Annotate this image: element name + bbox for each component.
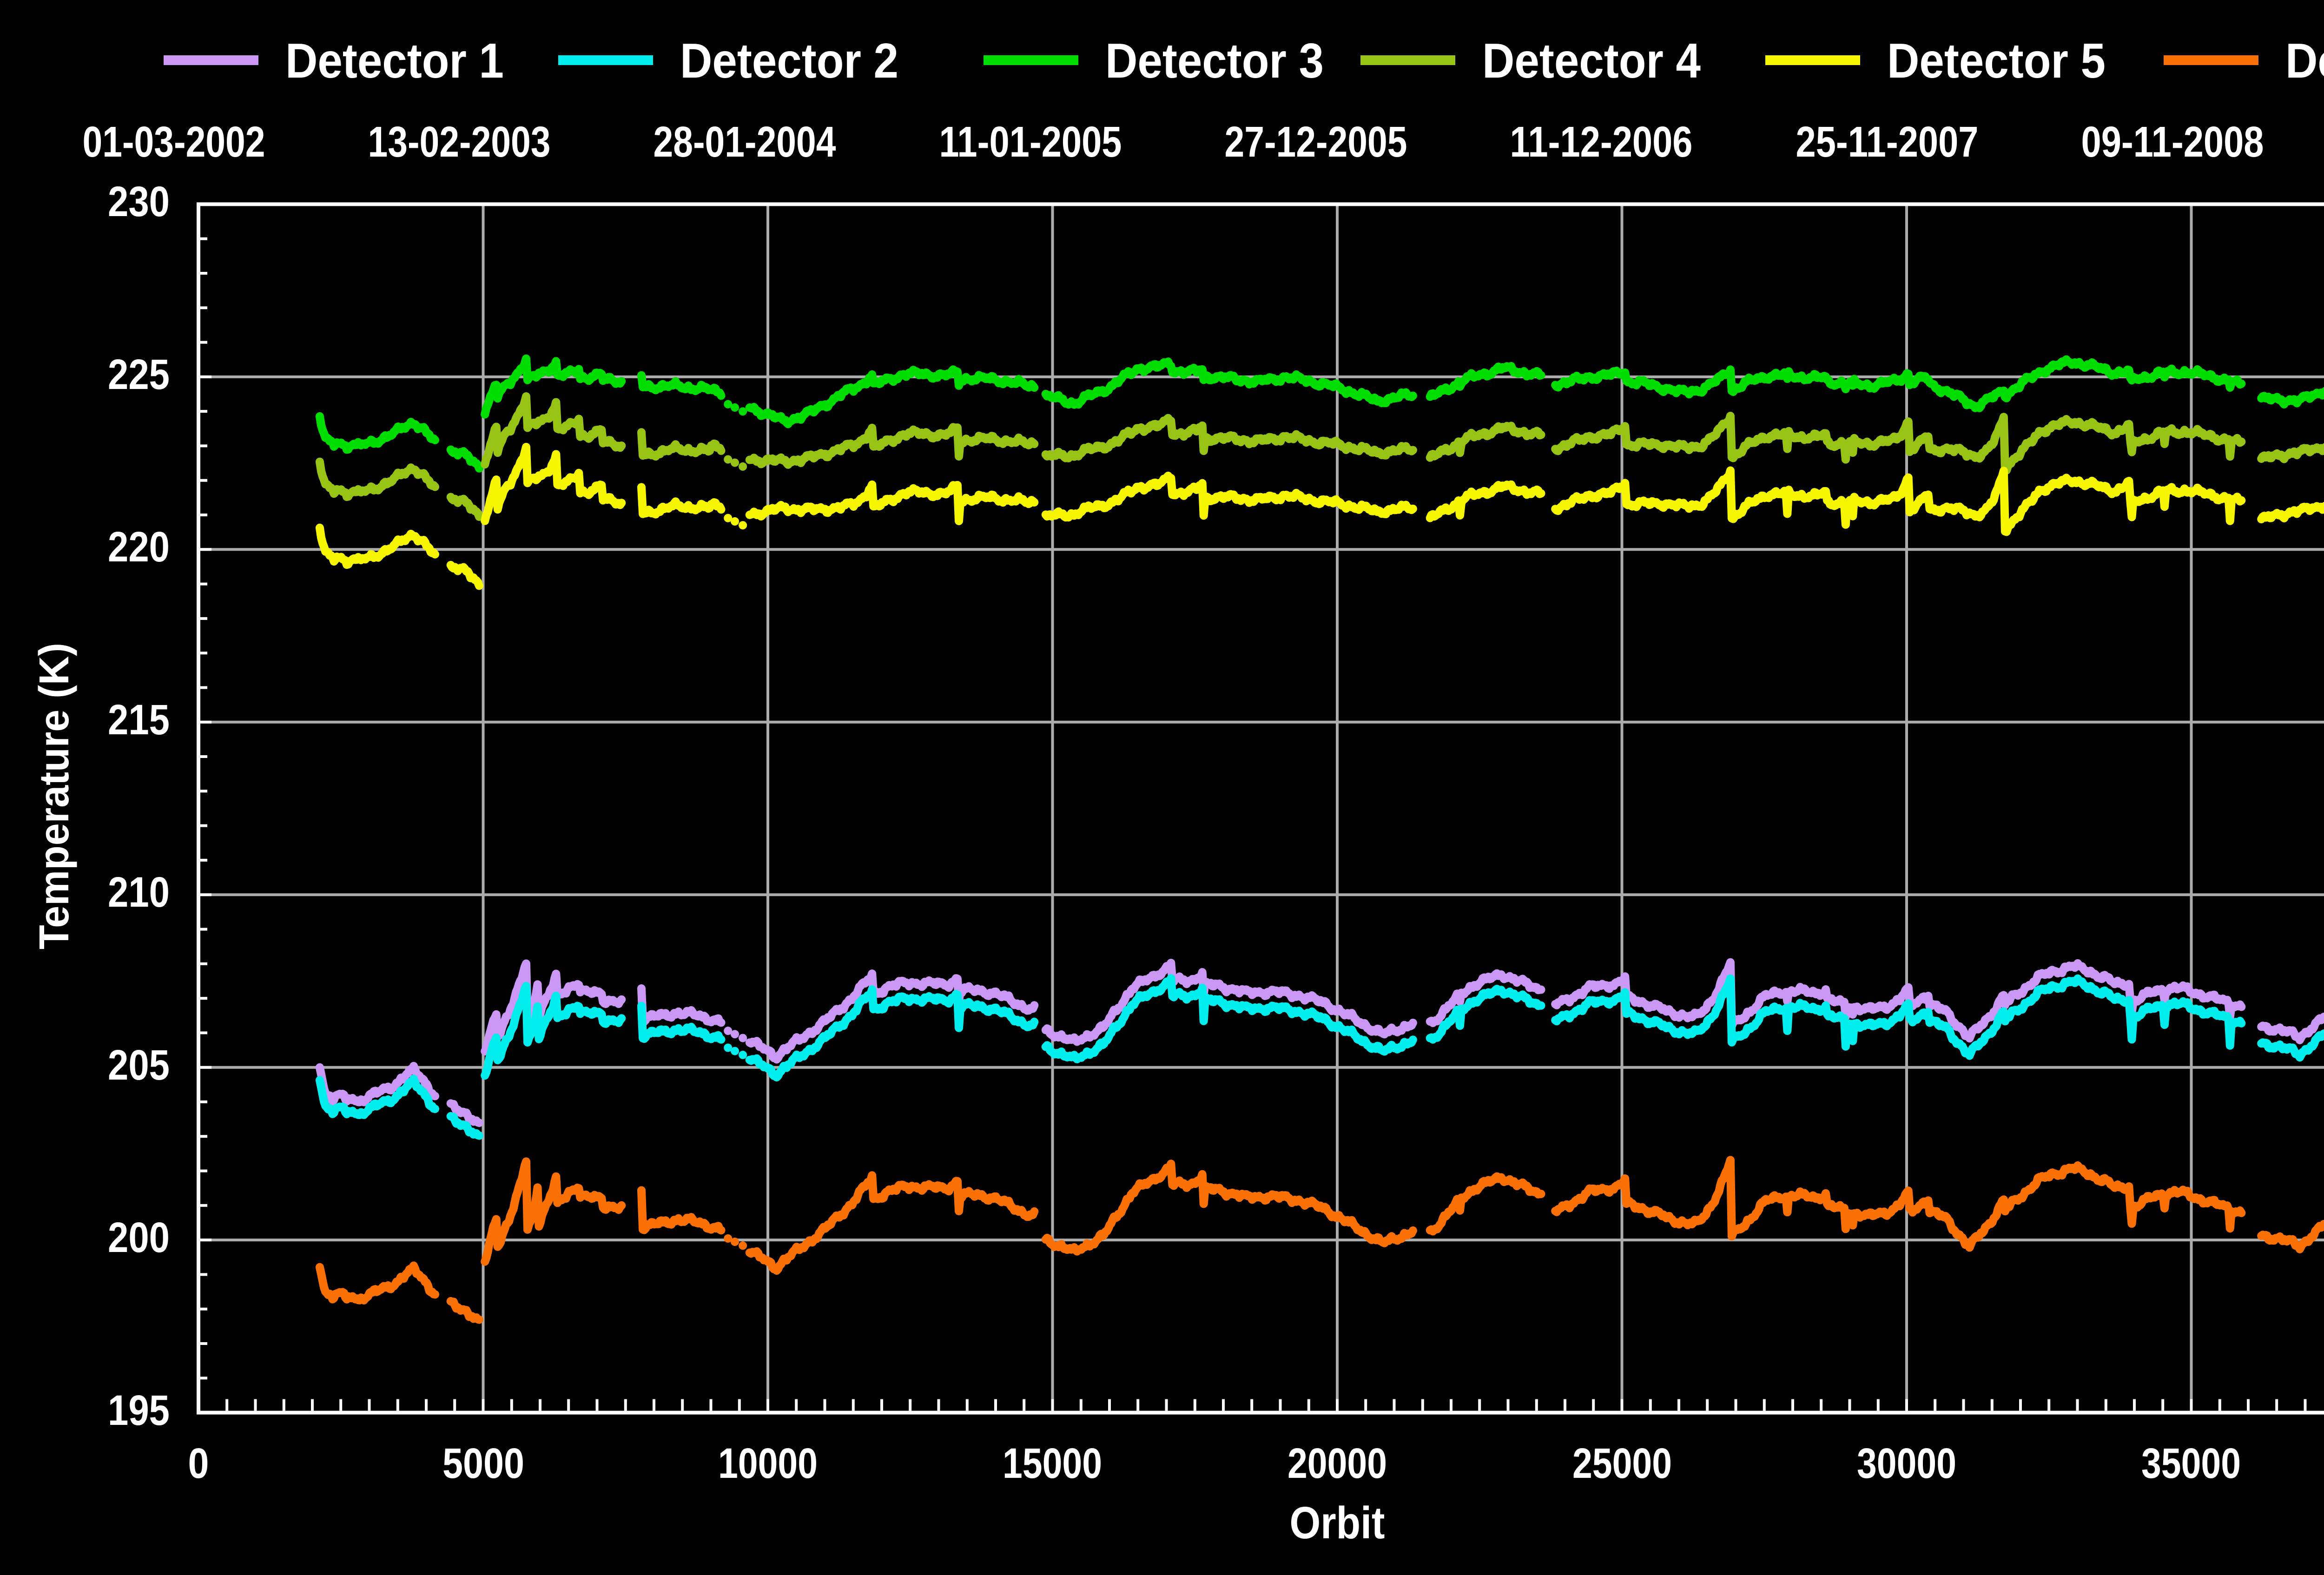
svg-text:Detector 5: Detector 5 [1887, 33, 2106, 88]
svg-text:01-03-2002: 01-03-2002 [83, 118, 265, 166]
svg-text:5000: 5000 [442, 1440, 524, 1487]
svg-text:Detector 4: Detector 4 [1482, 33, 1701, 88]
svg-text:Temperature (K): Temperature (K) [31, 643, 78, 949]
svg-text:25000: 25000 [1572, 1440, 1672, 1487]
svg-text:11-12-2006: 11-12-2006 [1510, 118, 1693, 166]
svg-text:11-01-2005: 11-01-2005 [939, 118, 1122, 166]
svg-text:195: 195 [108, 1387, 170, 1434]
svg-text:10000: 10000 [718, 1440, 818, 1487]
svg-text:15000: 15000 [1003, 1440, 1102, 1487]
svg-text:Orbit: Orbit [1290, 1497, 1385, 1548]
svg-text:Detector 1: Detector 1 [285, 33, 504, 88]
svg-text:Detector 3: Detector 3 [1105, 33, 1324, 88]
svg-text:09-11-2008: 09-11-2008 [2081, 118, 2264, 166]
svg-text:200: 200 [108, 1214, 170, 1261]
svg-text:210: 210 [108, 869, 170, 916]
svg-text:35000: 35000 [2141, 1440, 2241, 1487]
svg-text:27-12-2005: 27-12-2005 [1225, 118, 1407, 166]
svg-text:13-02-2003: 13-02-2003 [368, 118, 551, 166]
svg-text:220: 220 [108, 523, 170, 571]
svg-text:25-11-2007: 25-11-2007 [1796, 118, 1979, 166]
svg-text:225: 225 [108, 351, 170, 398]
svg-text:28-01-2004: 28-01-2004 [654, 118, 836, 166]
svg-text:30000: 30000 [1857, 1440, 1956, 1487]
svg-text:Detector 6: Detector 6 [2285, 33, 2324, 88]
svg-text:20000: 20000 [1287, 1440, 1387, 1487]
svg-text:215: 215 [108, 696, 170, 744]
svg-text:230: 230 [108, 178, 170, 225]
svg-text:Detector 2: Detector 2 [680, 33, 898, 88]
svg-text:205: 205 [108, 1041, 170, 1089]
svg-text:0: 0 [188, 1440, 209, 1487]
